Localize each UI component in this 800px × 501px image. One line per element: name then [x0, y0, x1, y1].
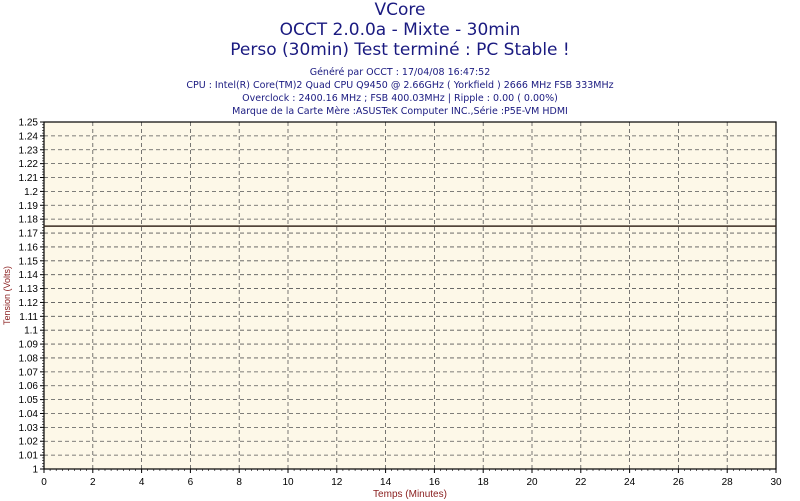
y-tick-label: 1.06	[19, 381, 39, 392]
x-tick-label: 22	[575, 477, 587, 488]
y-tick-label: 1	[32, 465, 38, 476]
y-tick-label: 1.14	[19, 270, 39, 281]
y-tick-label: 1.12	[19, 298, 39, 309]
y-tick-label: 1.24	[19, 131, 39, 142]
x-tick-label: 18	[478, 477, 490, 488]
x-tick-label: 24	[624, 477, 636, 488]
plot-area	[44, 122, 776, 469]
chart-subtitle-1: OCCT 2.0.0a - Mixte - 30min	[279, 20, 521, 40]
y-tick-label: 1.22	[19, 159, 39, 170]
y-tick-label: 1.2	[24, 187, 38, 198]
x-tick-label: 4	[139, 477, 145, 488]
info-motherboard: Marque de la Carte Mère :ASUSTeK Compute…	[232, 106, 568, 117]
x-tick-label: 0	[41, 477, 47, 488]
y-tick-label: 1.25	[19, 118, 39, 129]
y-axis-label: Tension (Volts)	[2, 266, 12, 325]
x-tick-label: 26	[673, 477, 685, 488]
info-overclock: Overclock : 2400.16 MHz ; FSB 400.03MHz …	[242, 93, 558, 104]
y-tick-label: 1.04	[19, 409, 39, 420]
chart-subtitle-2: Perso (30min) Test terminé : PC Stable !	[230, 40, 570, 60]
y-tick-label: 1.11	[19, 312, 38, 323]
x-tick-label: 2	[90, 477, 96, 488]
y-tick-label: 1.05	[19, 395, 39, 406]
y-tick-label: 1.21	[19, 173, 39, 184]
y-tick-label: 1.07	[19, 367, 39, 378]
x-tick-label: 20	[526, 477, 538, 488]
y-tick-label: 1.23	[19, 145, 39, 156]
y-tick-label: 1.17	[19, 229, 39, 240]
y-tick-label: 1.13	[19, 284, 39, 295]
info-cpu: CPU : Intel(R) Core(TM)2 Quad CPU Q9450 …	[186, 80, 614, 91]
x-tick-label: 10	[282, 477, 294, 488]
chart-title: VCore	[374, 0, 426, 20]
x-tick-label: 12	[331, 477, 343, 488]
y-tick-label: 1.18	[19, 215, 39, 226]
y-tick-label: 1.03	[19, 423, 39, 434]
x-tick-label: 30	[770, 477, 782, 488]
y-tick-label: 1.16	[19, 242, 39, 253]
y-tick-label: 1.1	[24, 326, 38, 337]
y-tick-label: 1.09	[19, 340, 39, 351]
x-tick-label: 28	[722, 477, 734, 488]
y-tick-label: 1.15	[19, 256, 39, 267]
x-tick-label: 6	[188, 477, 194, 488]
y-tick-label: 1.02	[19, 437, 39, 448]
y-tick-label: 1.08	[19, 353, 39, 364]
x-tick-label: 16	[429, 477, 441, 488]
plot-border	[43, 121, 777, 470]
y-tick-label: 1.01	[19, 451, 39, 462]
x-tick-label: 8	[236, 477, 242, 488]
info-generated: Généré par OCCT : 17/04/08 16:47:52	[309, 67, 491, 78]
x-axis-label: Temps (Minutes)	[373, 489, 447, 500]
x-tick-label: 14	[380, 477, 392, 488]
y-tick-label: 1.19	[19, 201, 39, 212]
